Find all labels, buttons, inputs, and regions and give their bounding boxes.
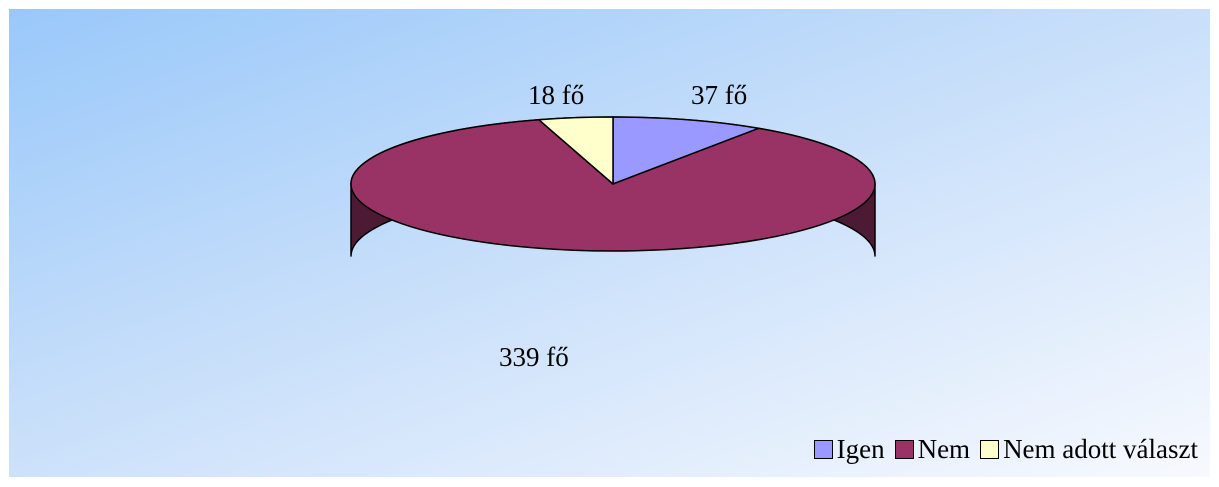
- legend-swatch-nem: [894, 440, 914, 459]
- legend-entry-nem-adott-valaszt: Nem adott választ: [980, 436, 1198, 463]
- legend-label-nem: Nem: [917, 434, 971, 464]
- legend-label-igen: Igen: [836, 434, 885, 464]
- data-label-igen: 37 fő: [691, 80, 748, 110]
- legend-swatch-nem-adott-valaszt: [980, 440, 1000, 459]
- pie-slice-nem-adott-valaszt: [538, 116, 614, 185]
- pie-slice-igen: [612, 116, 760, 185]
- chart-area: 37 fő 339 fő 18 fő Igen Nem Nem adott vá…: [9, 9, 1210, 477]
- legend-label-nem-adott-valaszt: Nem adott választ: [1003, 434, 1198, 464]
- pie-slice-nem: [350, 118, 876, 252]
- data-label-nem-adott-valaszt: 18 fő: [528, 80, 585, 110]
- legend-swatch-igen: [813, 440, 833, 459]
- pie-chart: [350, 116, 876, 257]
- legend-entry-igen: Igen: [813, 434, 885, 464]
- legend-entry-nem: Nem: [894, 434, 971, 464]
- legend: Igen Nem Nem adott választ: [813, 434, 1198, 464]
- data-label-nem: 339 fő: [499, 342, 569, 372]
